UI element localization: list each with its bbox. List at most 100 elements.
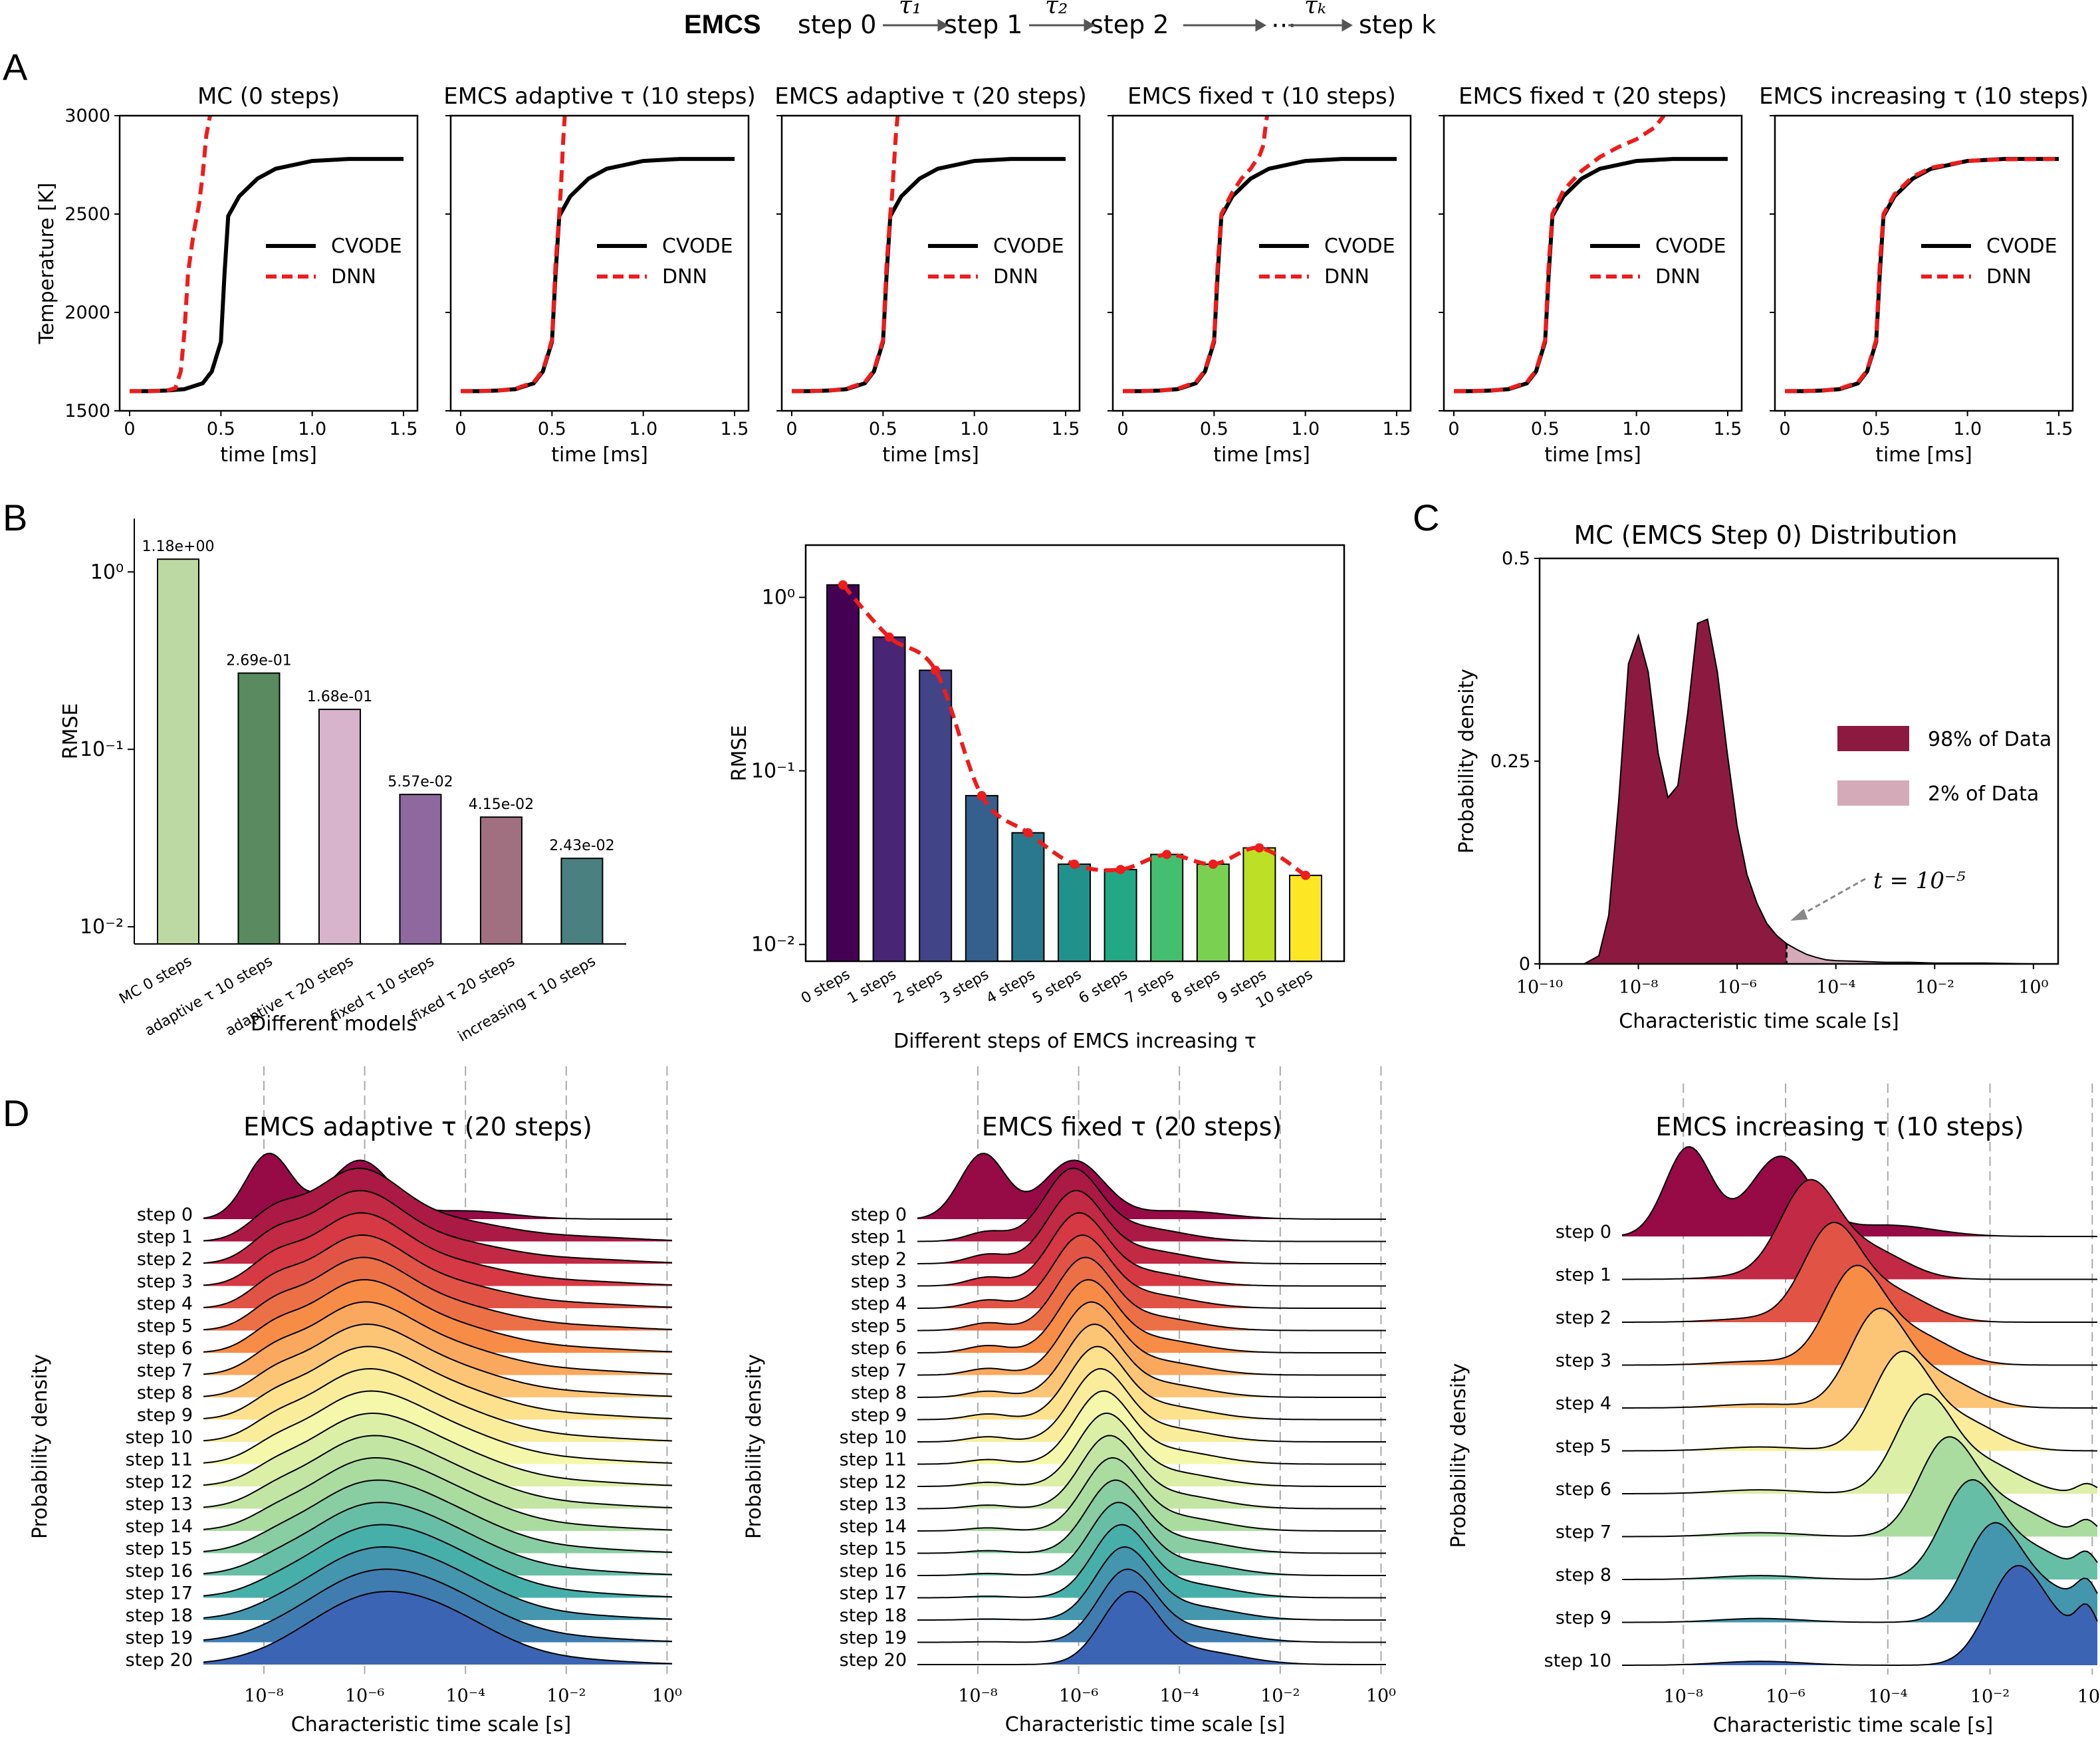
bar-9 <box>1242 847 1276 962</box>
ridge-line-10 <box>1622 1564 2098 1666</box>
ridge-line-2 <box>917 1190 1386 1264</box>
mc-distribution-axes: MC (EMCS Step 0) Distribution 10⁻¹⁰ 10⁻⁸ 10… <box>1455 521 2059 1033</box>
header-tau-2: τ₂ <box>1045 0 1068 19</box>
trend-point-2 <box>931 665 941 675</box>
y-axis-label: Probability density <box>29 1354 52 1539</box>
legend-dnn-label: DNN <box>1986 265 2032 289</box>
y-tick-label: 10⁰ <box>762 586 795 610</box>
trend-point-5 <box>1070 859 1079 869</box>
panel-a-temperature-curves: MC (0 steps) 0 0.5 1.0 1.5 time [ms] 1500 2000 2… <box>35 83 2089 467</box>
x-tick-label: 0.5 <box>538 419 566 439</box>
y-tick-label: 10⁻¹ <box>751 760 795 783</box>
emcs-header: EMCS step 0 step 1 step 2 ⋯ step k τ₁ τ₂… <box>684 0 1436 39</box>
ridge-fill-13 <box>917 1435 1386 1509</box>
ridge-row-label: step 5 <box>1556 1437 1611 1457</box>
x-tick-label: 10⁰ <box>2077 1687 2100 1707</box>
bar-8 <box>1196 863 1230 962</box>
axes-frame <box>1443 114 1743 412</box>
legend-cvode-label: CVODE <box>662 235 733 258</box>
x-tick-label: 10⁻⁸ <box>1619 977 1659 998</box>
x-tick-label: 10⁻⁴ <box>445 1686 485 1706</box>
x-axis-label: Different models <box>251 1012 417 1036</box>
ridge-line-15 <box>203 1479 673 1553</box>
ridge-row-label: step 1 <box>137 1227 193 1248</box>
ridge-row-label: step 17 <box>126 1583 193 1604</box>
x-tick-label: 10⁻⁸ <box>244 1686 284 1706</box>
bar-7 <box>1150 854 1184 962</box>
ridge-row-label: step 10 <box>1544 1651 1611 1671</box>
ridge-fill-9 <box>917 1346 1386 1420</box>
ridge-line-4 <box>917 1234 1386 1309</box>
ridge-fill-12 <box>917 1413 1386 1486</box>
ridge-fill-5 <box>1622 1351 2097 1451</box>
x-tick-label: 0.5 <box>207 419 235 439</box>
ridge-fill-20 <box>203 1591 672 1665</box>
ridge-row-label: step 9 <box>1556 1608 1611 1629</box>
ridge-line-5 <box>917 1256 1386 1332</box>
legend-dnn-label: DNN <box>993 265 1038 289</box>
y-axis-label: Temperature [K] <box>35 183 58 345</box>
legend-98-swatch <box>1837 726 1909 751</box>
annotation-arrow-head <box>1790 909 1808 921</box>
legend-cvode-label: CVODE <box>331 235 402 258</box>
ridge-fill-8 <box>917 1324 1386 1397</box>
ridge-line-12 <box>203 1413 673 1486</box>
x-tick-label: 4 steps <box>984 967 1038 1008</box>
legend-dnn-label: DNN <box>1655 265 1700 289</box>
dnn-line <box>460 116 567 394</box>
ridge-row-label: step 10 <box>126 1427 193 1448</box>
bar-value-label: 4.15e-02 <box>469 796 534 813</box>
trend-point-0 <box>838 580 848 590</box>
x-tick-label: 2 steps <box>891 967 945 1008</box>
panel-b-rmse-models: 10⁰ 10⁻¹ 10⁻² RMSE 1.18e+00 MC 0 steps 2.69e-0… <box>59 519 626 1045</box>
ridge-row-label: step 0 <box>137 1205 193 1225</box>
ridge-line-10 <box>203 1367 673 1442</box>
ridge-row-label: step 15 <box>126 1539 193 1560</box>
ridge-line-11 <box>203 1390 673 1464</box>
axes-frame <box>1774 114 2074 412</box>
subplot-title: EMCS fixed τ (20 steps) <box>1458 83 1727 110</box>
header-step-2: step 2 <box>1090 10 1169 39</box>
ridge-fill-6 <box>917 1280 1386 1353</box>
trend-point-3 <box>977 790 987 800</box>
bar-3 <box>399 794 442 945</box>
legend-2-label: 2% of Data <box>1928 782 2039 806</box>
x-tick-label: 10⁻¹⁰ <box>1516 977 1563 998</box>
ridge-fill-5 <box>917 1257 1386 1331</box>
ridge-line-15 <box>917 1479 1386 1554</box>
ridge-row-label: step 18 <box>840 1605 907 1626</box>
x-tick-label: 1.0 <box>1953 419 1982 439</box>
bar-4 <box>1011 832 1045 962</box>
bar-value-label: 5.57e-02 <box>388 774 453 790</box>
temperature-subplot-1: EMCS adaptive τ (10 steps) 0 0.5 1.0 1.5 time… <box>443 83 756 467</box>
ridge-line-8 <box>1622 1478 2098 1580</box>
ridge-line-9 <box>203 1345 673 1419</box>
x-tick-label: 5 steps <box>1030 967 1084 1008</box>
axes-frame <box>1111 114 1412 412</box>
ridge-line-7 <box>203 1301 673 1375</box>
x-axis-label: time [ms] <box>1875 443 1972 467</box>
panel-c-mc-distribution: MC (EMCS Step 0) Distribution 10⁻¹⁰ 10⁻⁸ 10… <box>1455 521 2059 1033</box>
ridge-row-label: step 2 <box>1556 1308 1611 1328</box>
temperature-subplot-2: EMCS adaptive τ (20 steps) 0 0.5 1.0 1.5 time… <box>774 83 1087 467</box>
ridge-line-19 <box>917 1568 1386 1643</box>
ridge-row-label: step 5 <box>851 1316 907 1337</box>
x-tick-label: 1.0 <box>629 419 657 439</box>
bar-5 <box>1058 863 1091 962</box>
temperature-subplot-4: EMCS fixed τ (20 steps) 0 0.5 1.0 1.5 time [m… <box>1439 83 1743 467</box>
x-tick-label: 1.5 <box>390 419 418 439</box>
ridge-line-12 <box>917 1413 1386 1487</box>
ridge-row-label: step 9 <box>137 1405 193 1426</box>
bar-4 <box>479 816 523 945</box>
x-tick-label: 7 steps <box>1122 967 1177 1008</box>
y-tick-label: 10⁻¹ <box>80 738 124 761</box>
dnn-line <box>1453 116 1666 394</box>
x-tick-label: 1.5 <box>721 419 749 439</box>
ridge-fill-0 <box>917 1153 1386 1219</box>
ridge-row-label: step 9 <box>851 1405 907 1426</box>
temperature-subplot-0: MC (0 steps) 0 0.5 1.0 1.5 time [ms] 1500 2000 2… <box>35 83 419 467</box>
y-tick-label: 0 <box>1519 954 1530 975</box>
ridge-line-8 <box>203 1323 673 1397</box>
